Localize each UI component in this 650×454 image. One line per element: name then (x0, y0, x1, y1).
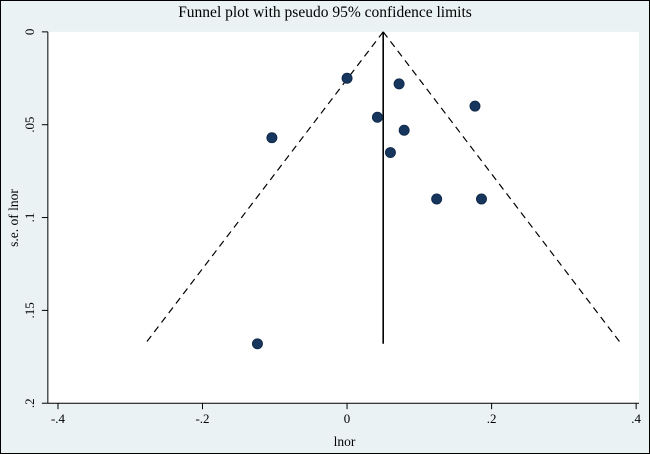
funnel-left-ci-line (144, 31, 384, 345)
data-point (475, 193, 487, 205)
x-tick-label: .4 (631, 411, 641, 426)
plot-area (47, 31, 640, 404)
x-tick-label: 0 (344, 411, 350, 426)
funnel-right-ci-line (382, 31, 622, 345)
data-point (266, 132, 278, 144)
x-axis-label: lnor (333, 434, 356, 449)
y-axis-label: s.e. of lnor (6, 189, 21, 247)
data-point (251, 338, 263, 350)
data-point (341, 72, 353, 84)
data-point (398, 124, 410, 136)
x-tick-label: .2 (487, 411, 497, 426)
data-point (371, 111, 383, 123)
y-tick-label: .15 (22, 302, 37, 318)
x-tick-label: -.4 (51, 411, 66, 426)
chart-title: Funnel plot with pseudo 95% confidence l… (178, 4, 472, 21)
y-tick-label: 0 (22, 29, 37, 35)
data-point (393, 78, 405, 90)
x-tick-label: -.2 (196, 411, 210, 426)
data-point (384, 147, 396, 159)
data-point (469, 100, 481, 112)
y-tick-label: .05 (22, 117, 37, 133)
data-point (431, 193, 443, 205)
y-tick-label: .2 (22, 398, 37, 408)
y-tick-label: .1 (22, 213, 37, 223)
